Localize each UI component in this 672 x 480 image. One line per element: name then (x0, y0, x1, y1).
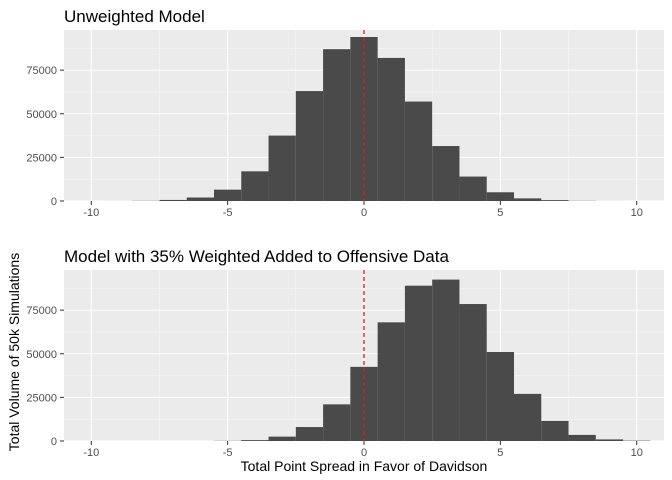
panel-unweighted: -10 -5 0 5 10 0 25000 50000 75000 (26, 30, 664, 219)
x-tick-label-weighted: -5 (223, 447, 233, 459)
histogram-bar-unweighted (486, 192, 514, 201)
y-tick-label-unweighted: 0 (51, 196, 57, 208)
histogram-bar-unweighted (514, 198, 542, 201)
histogram-bar-unweighted (214, 189, 242, 201)
histogram-bar-unweighted (323, 49, 351, 201)
histogram-bar-unweighted (268, 135, 296, 201)
histogram-bar-unweighted (241, 171, 269, 201)
x-tick-label-weighted: 0 (361, 447, 367, 459)
histogram-bar-unweighted (186, 197, 214, 201)
y-tick-label-unweighted: 75000 (26, 65, 57, 77)
histogram-bar-weighted (377, 322, 405, 441)
panel-weighted: -10 -5 0 5 10 0 25000 50000 75000 (26, 270, 664, 459)
y-tick-label-weighted: 50000 (26, 349, 57, 361)
x-axis-title: Total Point Spread in Favor of Davidson (241, 458, 488, 474)
y-tick-label-weighted: 75000 (26, 305, 57, 317)
x-tick-label-unweighted: 5 (497, 207, 503, 219)
y-tick-label-unweighted: 50000 (26, 109, 57, 121)
histogram-bar-weighted (595, 439, 624, 441)
x-tick-label-unweighted: 0 (361, 207, 367, 219)
chart-title-unweighted: Unweighted Model (64, 7, 205, 26)
y-axis-title: Total Volume of 50k Simulations (6, 253, 22, 451)
x-tick-label-unweighted: 10 (631, 207, 643, 219)
histogram-bar-unweighted (404, 101, 433, 201)
histogram-bar-weighted (514, 393, 542, 441)
histogram-bar-unweighted (541, 200, 569, 201)
histogram-bar-unweighted (295, 91, 324, 201)
histogram-bar-unweighted (377, 57, 405, 201)
histogram-bar-unweighted (159, 199, 187, 201)
histogram-bar-weighted (404, 285, 433, 441)
histogram-bar-weighted (486, 352, 514, 441)
histogram-bar-weighted (459, 304, 487, 441)
histogram-bar-weighted (568, 434, 596, 441)
y-tick-label-weighted: 25000 (26, 392, 57, 404)
histogram-bar-weighted (295, 427, 324, 441)
chart-title-weighted: Model with 35% Weighted Added to Offensi… (64, 247, 449, 266)
histogram-bar-weighted (432, 279, 460, 441)
x-tick-label-unweighted: -10 (83, 207, 99, 219)
x-tick-label-weighted: 10 (631, 447, 643, 459)
histogram-bar-weighted (323, 404, 351, 441)
x-tick-label-unweighted: -5 (223, 207, 233, 219)
histogram-bar-unweighted (432, 146, 460, 201)
histogram-bar-unweighted (459, 176, 487, 201)
x-tick-label-weighted: 5 (497, 447, 503, 459)
y-tick-label-unweighted: 25000 (26, 152, 57, 164)
x-tick-label-weighted: -10 (83, 447, 99, 459)
histogram-bar-weighted (541, 420, 569, 441)
y-tick-label-weighted: 0 (51, 436, 57, 448)
histogram-bar-weighted (241, 440, 269, 441)
histogram-bar-weighted (268, 436, 296, 441)
